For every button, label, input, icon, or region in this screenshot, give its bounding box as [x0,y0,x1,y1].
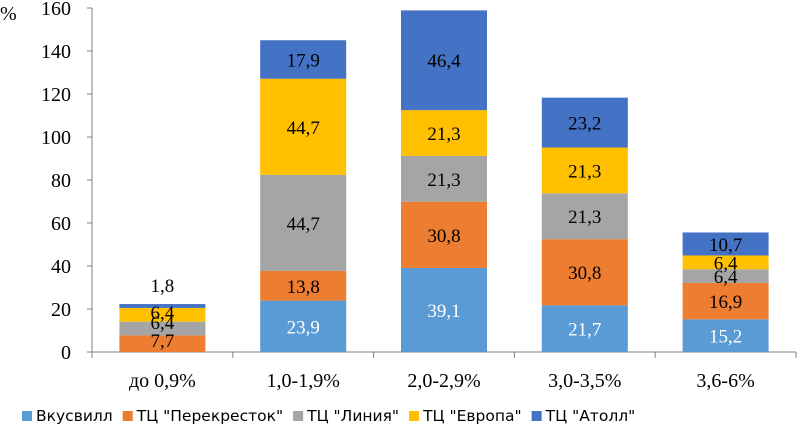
legend: Вкусвилл ТЦ "Перекресток" ТЦ "Линия" ТЦ "Ев… [22,407,635,425]
data-label: 17,9 [287,50,320,71]
axes: 0 20 40 60 80 100 120 140 160 до 0,9% 1,0-1,9% 2,0-… [41,0,797,392]
bar-segment [260,78,347,175]
legend-label: ТЦ "Атолл" [545,407,636,425]
legend-label: ТЦ "Европа" [422,407,522,425]
bar-segment [401,155,487,202]
bar-segment [119,307,206,322]
data-label: 46,4 [427,51,461,72]
bar-segment [541,147,628,194]
bar-segment [541,97,628,148]
y-tick-label: 120 [41,84,71,106]
bar-segment [541,239,628,306]
legend-label: ТЦ "Линия" [306,407,399,425]
bar-segment [119,321,206,336]
data-label: 21,7 [568,320,601,341]
bar-segment [119,304,206,308]
data-label: 39,1 [427,301,460,322]
data-label: 44,7 [287,118,320,139]
x-tick-label: 2,0-2,9% [407,370,480,392]
legend-swatch [122,411,133,421]
data-label: 10,7 [709,235,742,256]
legend-swatch [293,411,304,421]
data-label: 6,4 [151,303,175,324]
y-tick-label: 60 [51,213,71,235]
data-label: 30,8 [427,226,460,247]
y-tick-label: 20 [51,299,71,321]
legend-label: Вкусвилл [36,407,113,425]
data-label: 21,3 [568,161,601,182]
y-tick-label: 80 [51,170,71,192]
bar-segment [119,335,206,352]
bar-segment [401,267,487,352]
bar-segment [260,40,347,79]
legend-swatch [531,411,542,421]
bar-segment [401,110,487,156]
data-label: 23,9 [287,317,320,338]
x-tick-label: 3,0-3,5% [548,370,621,392]
y-axis-label: % [0,3,17,25]
legend-swatch [409,411,420,421]
data-label: 21,3 [427,170,460,191]
bar-segment [682,319,769,352]
x-tick-label: 3,6-6% [696,370,754,392]
bar-segment [260,174,347,271]
legend-swatch [22,411,32,421]
data-labels: 7,76,46,41,823,913,844,744,717,939,130,8… [151,50,743,352]
data-label: 6,4 [151,313,175,334]
bar-segment [541,193,628,240]
data-label: 21,3 [427,124,460,145]
bar-segment [682,282,769,320]
data-label: 1,8 [151,276,175,297]
bar-segment [401,201,487,268]
bar-segment [682,255,769,270]
x-tick-label: до 0,9% [129,370,196,392]
bar-segment [260,300,347,352]
data-label: 21,3 [568,207,601,228]
bar-segment [682,232,769,256]
bar-segment [401,10,487,111]
bar-segment [260,270,347,301]
data-label: 44,7 [287,214,320,235]
y-tick-label: 0 [61,342,71,364]
y-tick-label: 140 [41,41,71,63]
x-tick-label: 1,0-1,9% [267,370,340,392]
y-tick-label: 160 [41,0,71,20]
data-label: 7,7 [151,331,175,352]
bars [119,10,769,352]
data-label: 30,8 [568,263,601,284]
bar-segment [682,269,769,283]
data-label: 6,4 [714,253,738,274]
data-label: 16,9 [709,292,742,313]
y-tick-label: 100 [41,127,71,149]
data-label: 13,8 [287,277,320,298]
bar-segment [541,305,628,352]
data-label: 15,2 [709,327,742,348]
y-tick-label: 40 [51,256,71,278]
data-label: 23,2 [568,114,601,135]
data-label: 6,4 [714,267,738,288]
legend-label: ТЦ "Перекресток" [136,407,283,425]
